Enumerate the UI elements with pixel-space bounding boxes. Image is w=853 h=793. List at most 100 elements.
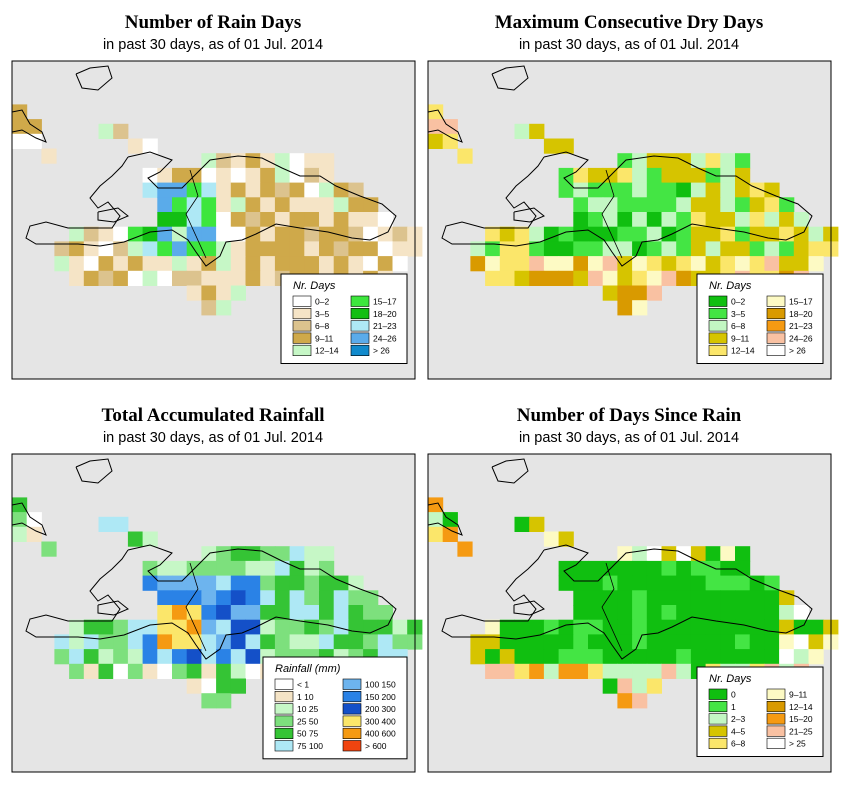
- grid-cell: [245, 256, 261, 272]
- grid-cell: [617, 678, 633, 694]
- grid-cell: [632, 285, 648, 301]
- grid-cell: [319, 619, 335, 635]
- grid-cell: [216, 590, 232, 606]
- grid-cell: [245, 590, 261, 606]
- grid-cell: [186, 678, 202, 694]
- panel-subtitle: in past 30 days, as of 01 Jul. 2014: [102, 430, 324, 446]
- grid-cell: [808, 226, 824, 242]
- legend-swatch: [274, 715, 294, 727]
- grid-cell: [157, 663, 173, 679]
- grid-cell: [172, 649, 188, 665]
- grid-cell: [793, 619, 809, 635]
- grid-cell: [201, 226, 217, 242]
- grid-cell: [142, 256, 158, 272]
- grid-cell: [113, 516, 129, 532]
- grid-cell: [735, 167, 751, 184]
- legend-label: 0: [731, 690, 736, 700]
- grid-cell: [98, 516, 114, 532]
- cuba-coastline: [427, 109, 463, 143]
- panel-subtitle: in past 30 days, as of 01 Jul. 2014: [518, 37, 740, 53]
- grid-cell: [543, 138, 560, 154]
- grid-cell: [428, 497, 444, 513]
- grid-cell: [514, 619, 530, 635]
- legend-label: 21–23: [373, 321, 397, 331]
- grid-cell: [172, 167, 188, 184]
- grid-cell: [230, 605, 246, 621]
- grid-cell: [216, 212, 232, 228]
- grid-cell: [216, 270, 232, 286]
- map-frame: [427, 453, 832, 773]
- grid-cell: [588, 590, 604, 606]
- grid-cell: [54, 649, 70, 665]
- grid-cell: [41, 541, 57, 557]
- grid-cell: [113, 256, 129, 272]
- grid-cell: [69, 663, 85, 679]
- grid-cell: [735, 153, 751, 169]
- grid-cell: [661, 649, 677, 665]
- grid-cell: [720, 634, 736, 650]
- legend-swatch: [766, 700, 786, 713]
- grid-cell: [661, 182, 677, 198]
- grid-cell: [216, 575, 232, 591]
- map-frame: [11, 60, 416, 380]
- grid-cell: [260, 182, 276, 198]
- grid-cell: [499, 270, 515, 286]
- grid-cell: [646, 241, 662, 257]
- grid-cell: [245, 182, 261, 198]
- grid-cell: [646, 634, 662, 650]
- grid-cell: [289, 212, 305, 228]
- grid-cell: [348, 197, 364, 213]
- grid-cell: [632, 560, 648, 577]
- legend-title: Rainfall (mm): [275, 663, 341, 675]
- grid-cell: [720, 182, 736, 198]
- grid-cell: [216, 285, 232, 301]
- grid-cell: [54, 241, 70, 257]
- grid-cell: [661, 241, 677, 257]
- grid-cell: [319, 167, 335, 184]
- grid-cell: [676, 605, 692, 621]
- legend-swatch: [350, 320, 370, 332]
- grid-cell: [172, 590, 188, 606]
- map-frame: [11, 453, 416, 773]
- grid-cell: [12, 104, 28, 120]
- grid-cell: [216, 678, 232, 694]
- grid-cell: [216, 300, 232, 316]
- map-frame: [427, 60, 832, 380]
- legend-swatch: [292, 307, 312, 320]
- grid-cell: [764, 256, 780, 272]
- grid-cell: [573, 590, 589, 606]
- grid-cell: [617, 590, 633, 606]
- grid-cell: [348, 605, 364, 621]
- grid-cell: [573, 560, 589, 577]
- grid-cell: [127, 241, 144, 257]
- legend-label: 18–20: [789, 309, 813, 319]
- grid-cell: [661, 663, 677, 679]
- grid-cell: [676, 575, 692, 591]
- grid-cell: [216, 256, 232, 272]
- grid-cell: [573, 605, 589, 621]
- grid-cell: [260, 590, 276, 606]
- grid-cell: [470, 241, 486, 257]
- grid-cell: [377, 256, 393, 272]
- grid-cell: [274, 182, 291, 198]
- grid-cell: [632, 300, 648, 316]
- grid-cell: [676, 663, 692, 679]
- grid-cell: [573, 634, 589, 650]
- grid-cell: [764, 182, 780, 198]
- grid-cell: [392, 619, 408, 635]
- grid-cell: [573, 197, 589, 213]
- grid-cell: [764, 212, 780, 228]
- legend-label: 3–5: [731, 309, 745, 319]
- grid-cell: [676, 197, 692, 213]
- grid-cell: [172, 270, 188, 286]
- grid-cell: [319, 256, 335, 272]
- grid-cell: [69, 619, 85, 635]
- grid-cell: [142, 182, 158, 198]
- grid-cell: [304, 241, 320, 257]
- haiti-dr-border: [185, 562, 207, 652]
- grid-cell: [558, 167, 574, 184]
- grid-cell: [529, 516, 545, 532]
- grid-cell: [779, 649, 795, 665]
- grid-cell: [289, 560, 305, 577]
- grid-cell: [289, 153, 305, 169]
